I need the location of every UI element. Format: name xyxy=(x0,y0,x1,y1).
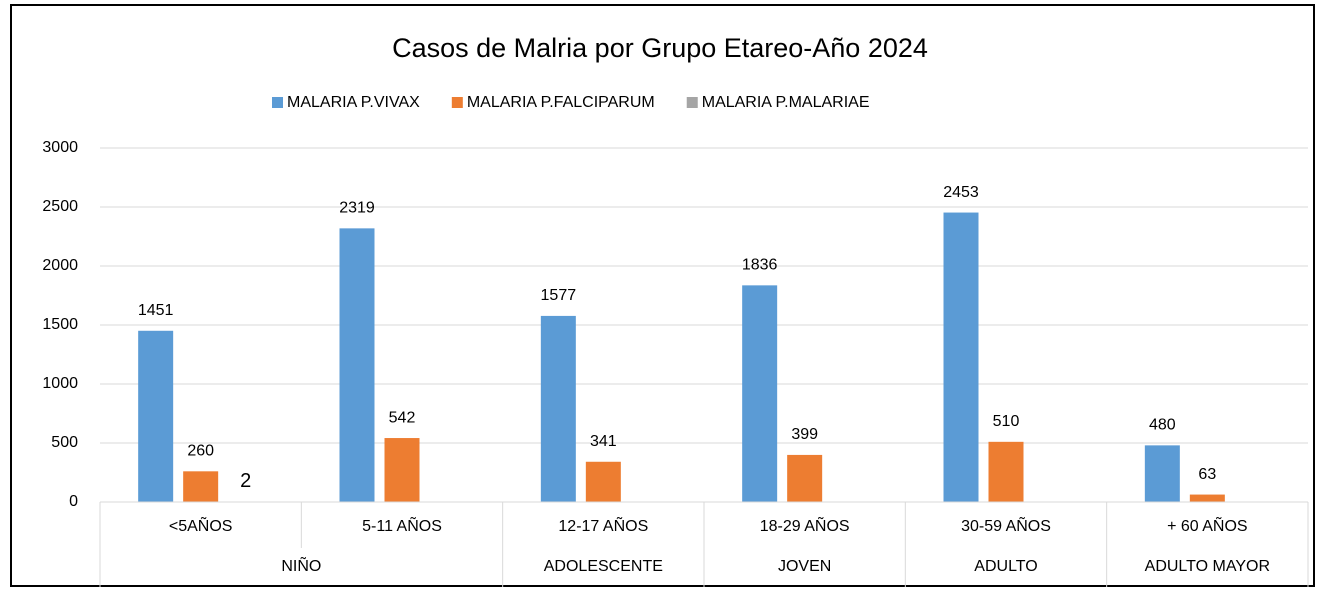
data-label: 2453 xyxy=(943,184,979,201)
data-label: 1451 xyxy=(138,302,174,319)
data-label: 1577 xyxy=(541,287,577,304)
data-label: 480 xyxy=(1149,417,1176,434)
legend-swatch xyxy=(452,97,463,108)
data-label: 510 xyxy=(993,413,1020,430)
legend-label: MALARIA P.FALCIPARUM xyxy=(467,94,655,111)
x-tick-label: <5AÑOS xyxy=(169,515,233,535)
legend-label: MALARIA P.VIVAX xyxy=(287,94,420,111)
data-label: 63 xyxy=(1198,466,1216,483)
y-tick-label: 1000 xyxy=(42,375,78,392)
y-tick-label: 2000 xyxy=(42,257,78,274)
group-label: ADULTO xyxy=(974,558,1037,575)
bar xyxy=(183,471,218,502)
y-tick-label: 1500 xyxy=(42,316,78,333)
bar xyxy=(541,316,576,502)
group-label: ADOLESCENTE xyxy=(544,558,663,575)
y-tick-label: 500 xyxy=(51,434,78,451)
x-tick-label: 18-29 AÑOS xyxy=(760,515,850,535)
data-label: 1836 xyxy=(742,257,778,274)
data-label: 2319 xyxy=(339,200,375,217)
bar xyxy=(944,213,979,502)
chart-title: Casos de Malria por Grupo Etareo-Año 202… xyxy=(392,33,928,63)
group-label: JOVEN xyxy=(778,558,831,575)
x-tick-label: 30-59 AÑOS xyxy=(961,515,1051,535)
y-tick-label: 3000 xyxy=(42,139,78,156)
x-tick-label: + 60 AÑOS xyxy=(1167,515,1248,535)
bar xyxy=(989,442,1024,502)
bar xyxy=(138,331,173,502)
group-label: ADULTO MAYOR xyxy=(1145,558,1270,575)
legend-swatch xyxy=(687,97,698,108)
legend-swatch xyxy=(272,97,283,108)
data-label: 542 xyxy=(389,409,416,426)
group-label: NIÑO xyxy=(281,555,321,575)
data-label: 2 xyxy=(240,470,251,492)
bar xyxy=(787,455,822,502)
x-tick-label: 5-11 AÑOS xyxy=(362,515,442,535)
data-label: 260 xyxy=(187,443,214,460)
bar xyxy=(586,462,621,502)
bar xyxy=(742,285,777,502)
y-tick-label: 2500 xyxy=(42,198,78,215)
data-label: 341 xyxy=(590,433,617,450)
x-tick-label: 12-17 AÑOS xyxy=(558,515,648,535)
bar xyxy=(1190,495,1225,502)
data-label: 399 xyxy=(791,426,818,443)
bar xyxy=(1145,445,1180,502)
y-tick-label: 0 xyxy=(69,493,78,510)
bar xyxy=(385,438,420,502)
legend-label: MALARIA P.MALARIAE xyxy=(702,94,870,111)
bar xyxy=(340,228,375,502)
